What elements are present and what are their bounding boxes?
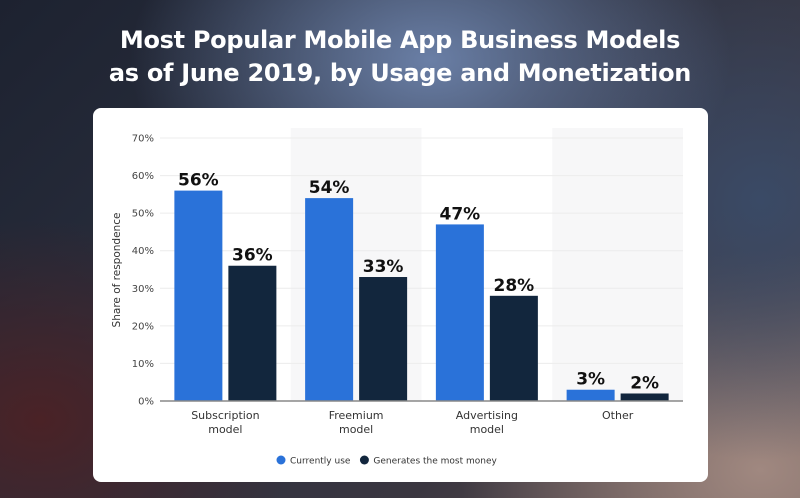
data-label: 33%	[363, 257, 404, 277]
title-line-2: as of June 2019, by Usage and Monetizati…	[108, 59, 692, 87]
y-tick-label: 40%	[132, 246, 154, 257]
y-tick-label: 10%	[132, 359, 154, 370]
bar-most-money	[489, 295, 538, 401]
x-tick-label: Subscription	[191, 409, 259, 422]
legend-label: Generates the most money	[373, 457, 497, 467]
data-label: 28%	[494, 276, 535, 296]
x-tick-label: model	[208, 423, 242, 436]
page-title: Most Popular Mobile App Business Models …	[0, 24, 800, 90]
data-label: 56%	[178, 171, 219, 191]
bar-currently-use	[174, 190, 223, 401]
y-tick-label: 0%	[138, 397, 154, 408]
title-line-1: Most Popular Mobile App Business Models	[119, 26, 681, 54]
data-label: 47%	[440, 204, 481, 224]
data-label: 3%	[576, 370, 605, 390]
legend-label: Currently use	[290, 457, 351, 467]
data-label: 36%	[232, 246, 273, 266]
data-label: 2%	[630, 373, 659, 393]
bar-currently-use	[305, 198, 354, 401]
y-tick-label: 30%	[132, 284, 154, 295]
x-tick-label: Other	[602, 409, 634, 422]
data-label: 54%	[309, 178, 350, 198]
bar-currently-use	[566, 389, 615, 401]
bar-most-money	[359, 277, 408, 401]
bar-most-money	[620, 393, 669, 401]
x-tick-label: Advertising	[456, 409, 518, 422]
y-axis-label: Share of respondence	[111, 213, 123, 328]
legend-marker-icon	[359, 455, 369, 465]
x-tick-label: Freemium	[329, 409, 384, 422]
x-tick-label: model	[339, 423, 373, 436]
group-band	[552, 128, 683, 401]
bar-most-money	[228, 265, 277, 401]
legend-marker-icon	[276, 455, 286, 465]
x-tick-label: model	[470, 423, 504, 436]
y-tick-label: 50%	[132, 209, 154, 220]
bar-currently-use	[435, 224, 484, 401]
y-tick-label: 60%	[132, 171, 154, 182]
y-tick-label: 70%	[132, 134, 154, 145]
y-tick-label: 20%	[132, 321, 154, 332]
